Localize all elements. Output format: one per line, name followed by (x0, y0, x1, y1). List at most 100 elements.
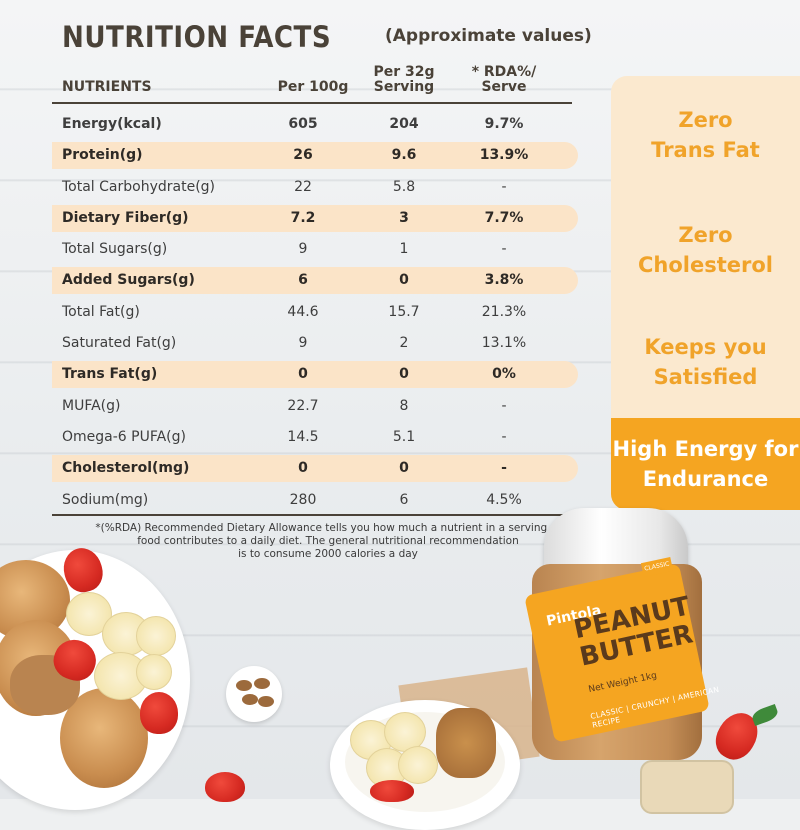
table-row: Energy(kcal) 605 204 9.7% (52, 108, 572, 139)
value-per-100g: 7.2 (290, 209, 316, 226)
value-rda: - (501, 460, 507, 477)
value-rda: 3.8% (484, 272, 524, 289)
table-row: Added Sugars(g) 6 0 3.8% (52, 264, 578, 295)
header-serving-line2: Serving (373, 79, 435, 95)
value-per-100g: 6 (298, 272, 308, 289)
value-per-serving: 204 (389, 116, 419, 132)
strawberry (140, 692, 178, 734)
header-rda-line1: * RDA%/ (471, 64, 537, 80)
value-rda: 9.7% (484, 116, 524, 132)
nutrient-name: Dietary Fiber(g) (62, 209, 189, 226)
table-row: MUFA(g) 22.7 8 - (52, 390, 572, 421)
feature-line: High Energy for (612, 437, 799, 461)
header-per-serving: Per 32g Serving (364, 65, 444, 95)
feature-line: Cholesterol (638, 253, 773, 277)
header-rda-line2: Serve (481, 79, 527, 95)
value-rda: 13.1% (481, 335, 527, 352)
value-per-serving: 1 (399, 241, 409, 258)
page-title: NUTRITION FACTS (62, 20, 332, 54)
value-per-100g: 14.5 (287, 428, 319, 445)
feature-line: Keeps you (644, 335, 767, 359)
strawberry (205, 772, 245, 802)
feature-line: Zero (678, 108, 733, 132)
value-per-serving: 5.8 (392, 178, 416, 195)
feature-high-energy: High Energy for Endurance (611, 418, 800, 510)
value-rda: 13.9% (479, 147, 529, 164)
highlight-band (52, 142, 578, 170)
almond-bowl (226, 666, 282, 722)
nutrient-name: Added Sugars(g) (62, 272, 195, 289)
feature-line: Zero (678, 223, 733, 247)
value-rda: - (501, 178, 507, 195)
highlight-band (52, 361, 578, 389)
nutrient-name: Omega-6 PUFA(g) (62, 428, 186, 445)
value-rda: 4.5% (486, 491, 522, 508)
nutrient-name: Total Sugars(g) (62, 241, 168, 258)
value-rda: 7.7% (484, 209, 524, 226)
peanut-butter-jar: CLASSIC Pintola PEANUT BUTTER Net Weight… (524, 508, 724, 764)
value-per-serving: 8 (399, 397, 409, 414)
footnote-line: is to consume 2000 calories a day (238, 548, 418, 560)
nutrient-name: MUFA(g) (62, 397, 121, 414)
header-nutrients: NUTRIENTS (62, 79, 152, 95)
value-per-serving: 2 (399, 335, 409, 352)
value-per-serving: 15.7 (388, 303, 420, 320)
almond (258, 696, 274, 707)
header-serving-line1: Per 32g (373, 64, 435, 80)
almond (236, 680, 252, 691)
footnote-line: food contributes to a daily diet. The ge… (137, 535, 519, 547)
feature-line: Endurance (642, 467, 769, 491)
nutrient-name: Trans Fat(g) (62, 366, 158, 383)
feature-line: Satisfied (653, 365, 758, 389)
value-per-100g: 22 (294, 178, 312, 195)
value-per-100g: 0 (298, 366, 308, 383)
value-rda: 21.3% (481, 303, 527, 320)
value-per-100g: 9 (298, 241, 308, 258)
value-per-serving: 3 (399, 209, 409, 226)
nutrient-name: Sodium(mg) (62, 491, 149, 508)
highlight-band (52, 455, 578, 483)
nutrient-name: Protein(g) (62, 147, 143, 164)
almond (254, 678, 270, 689)
value-per-serving: 5.1 (392, 428, 416, 445)
value-per-100g: 22.7 (287, 397, 319, 414)
value-rda: - (501, 428, 507, 445)
table-row: Total Sugars(g) 9 1 - (52, 233, 572, 264)
page-subtitle: (Approximate values) (385, 26, 592, 46)
table-row: Total Fat(g) 44.6 15.7 21.3% (52, 296, 572, 327)
table-row: Saturated Fat(g) 9 2 13.1% (52, 327, 572, 358)
table-row: Total Carbohydrate(g) 22 5.8 - (52, 171, 572, 202)
table-row: Omega-6 PUFA(g) 14.5 5.1 - (52, 421, 572, 452)
table-header: NUTRIENTS Per 100g Per 32g Serving * RDA… (52, 58, 572, 104)
table-row: Trans Fat(g) 0 0 0% (52, 358, 578, 389)
value-per-100g: 44.6 (287, 303, 319, 320)
rda-footnote: *(%RDA) Recommended Dietary Allowance te… (88, 522, 568, 561)
value-rda: 0% (492, 366, 516, 383)
value-rda: - (501, 241, 507, 258)
value-per-100g: 280 (289, 491, 317, 508)
feature-zero-trans-fat: Zero Trans Fat (611, 76, 800, 194)
table-bottom-rule (52, 514, 572, 516)
value-per-100g: 0 (298, 460, 308, 477)
nutrition-table: NUTRIENTS Per 100g Per 32g Serving * RDA… (52, 58, 578, 515)
granola (436, 708, 496, 778)
nutrient-name: Total Fat(g) (62, 303, 140, 320)
features-panel: Zero Trans Fat Zero Cholesterol Keeps yo… (611, 76, 800, 510)
feature-zero-cholesterol: Zero Cholesterol (611, 194, 800, 306)
table-row: Sodium(mg) 280 6 4.5% (52, 484, 572, 515)
table-row: Dietary Fiber(g) 7.2 3 7.7% (52, 202, 578, 233)
value-per-serving: 9.6 (391, 147, 417, 164)
table-body: Energy(kcal) 605 204 9.7% Protein(g) 26 … (52, 108, 578, 515)
feature-line: Trans Fat (651, 138, 760, 162)
almond (242, 694, 258, 705)
value-per-serving: 0 (399, 272, 409, 289)
table-row: Protein(g) 26 9.6 13.9% (52, 139, 578, 170)
granola-jar (640, 760, 734, 814)
nutrient-name: Saturated Fat(g) (62, 335, 177, 352)
header-rda: * RDA%/ Serve (460, 65, 548, 95)
strawberry (370, 780, 414, 802)
nutrient-name: Cholesterol(mg) (62, 460, 190, 477)
value-rda: - (501, 397, 507, 414)
banana-slice (398, 746, 438, 784)
banana-slice (136, 616, 176, 656)
